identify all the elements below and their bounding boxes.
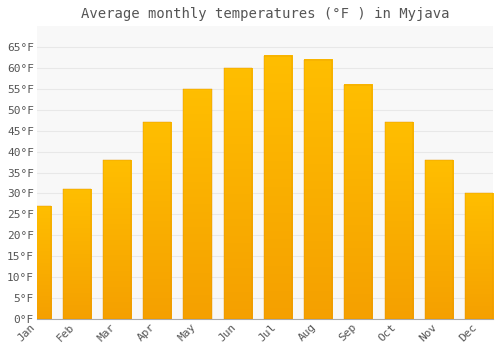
Bar — [184, 89, 212, 319]
Bar — [304, 60, 332, 319]
Bar — [22, 206, 51, 319]
Bar — [224, 68, 252, 319]
Bar — [264, 56, 292, 319]
Title: Average monthly temperatures (°F ) in Myjava: Average monthly temperatures (°F ) in My… — [80, 7, 449, 21]
Bar — [144, 122, 172, 319]
Bar — [465, 194, 493, 319]
Bar — [63, 189, 91, 319]
Bar — [344, 85, 372, 319]
Bar — [384, 122, 412, 319]
Bar — [344, 85, 372, 319]
Bar — [184, 89, 212, 319]
Bar — [63, 189, 91, 319]
Bar — [103, 160, 131, 319]
Bar — [103, 160, 131, 319]
Bar — [22, 206, 51, 319]
Bar — [224, 68, 252, 319]
Bar — [424, 160, 453, 319]
Bar — [264, 56, 292, 319]
Bar — [384, 122, 412, 319]
Bar — [465, 194, 493, 319]
Bar — [304, 60, 332, 319]
Bar — [144, 122, 172, 319]
Bar — [424, 160, 453, 319]
